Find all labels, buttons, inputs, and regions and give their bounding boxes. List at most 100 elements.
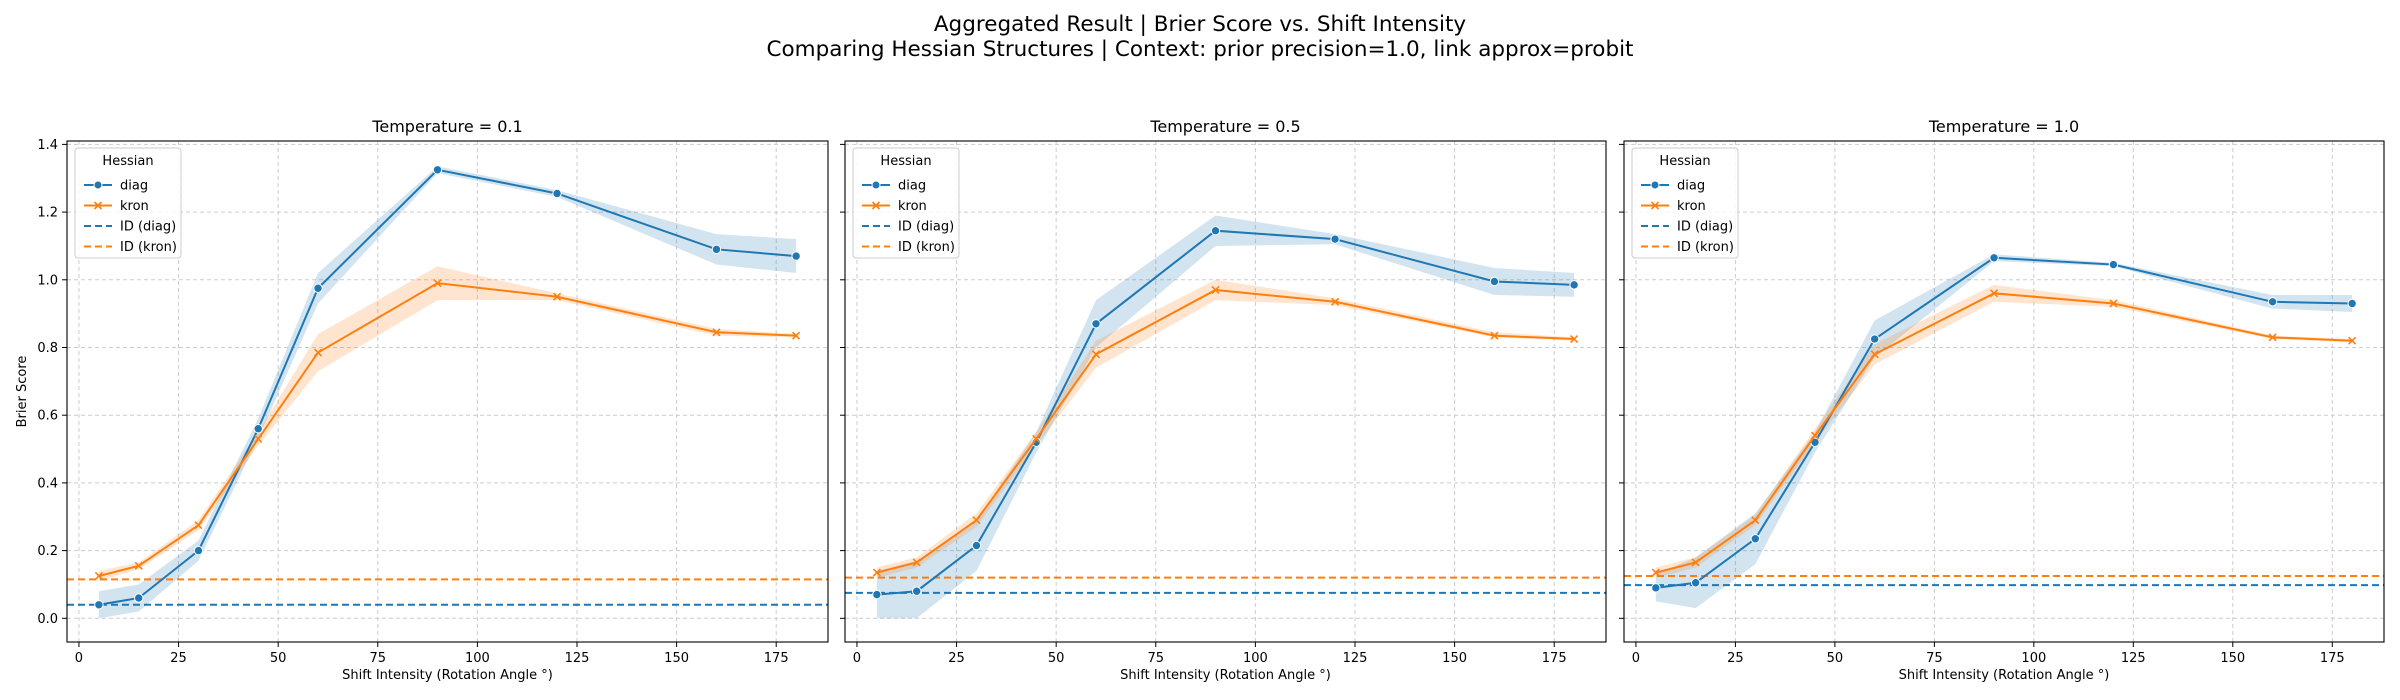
data-point-diag	[1651, 583, 1661, 593]
x-tick-label: 75	[1148, 651, 1165, 666]
data-point-kron	[1570, 334, 1579, 344]
x-axis-label: Shift Intensity (Rotation Angle °)	[1120, 668, 1331, 683]
panel-title: Temperature = 0.5	[1149, 117, 1300, 136]
data-point-diag	[253, 424, 263, 434]
chart-panel-2: 0 25 50 75 100 125 150 175 Temperature = 0.5 Shif…	[840, 117, 1607, 683]
y-tick-label: 1.4	[37, 138, 58, 153]
data-point-kron	[94, 571, 103, 581]
data-point-diag	[872, 589, 882, 600]
axes-frame	[844, 140, 1607, 643]
x-tick-label: 25	[170, 651, 187, 666]
data-point-kron	[194, 521, 203, 530]
y-tick-label: 1.0	[37, 273, 58, 288]
data-point-kron	[1989, 289, 1999, 298]
data-point-kron	[1490, 331, 1499, 340]
x-tick-label: 0	[853, 651, 861, 666]
data-point-diag	[134, 593, 144, 603]
x-tick-label: 0	[1632, 651, 1640, 666]
legend: Hessian diag kron ID (diag) ID (kron)	[1631, 147, 1739, 259]
data-point-diag	[1489, 276, 1500, 287]
data-point-kron	[254, 434, 263, 443]
legend-title: Hessian	[102, 154, 153, 169]
x-tick-label: 125	[2121, 651, 2146, 666]
panel-title: Temperature = 0.1	[371, 117, 522, 136]
data-point-kron	[2348, 336, 2357, 345]
x-tick-label: 50	[1048, 651, 1065, 666]
x-tick-label: 50	[1827, 651, 1844, 666]
x-tick-label: 125	[565, 651, 590, 666]
legend-label: kron	[898, 199, 927, 214]
legend-marker	[93, 180, 103, 190]
data-point-kron	[134, 561, 143, 570]
data-point-kron	[1870, 350, 1879, 359]
data-point-diag	[193, 545, 204, 556]
legend-label: kron	[1677, 199, 1706, 214]
chart-panel-1: 0 25 50 75 100 125 150 175 0.0 0.2 0.4 0.6 0.8 1.0 1.2…	[15, 117, 829, 683]
x-tick-label: 50	[270, 651, 287, 666]
legend-marker	[871, 201, 881, 210]
data-point-diag	[2347, 298, 2357, 309]
data-point-kron	[972, 516, 981, 525]
y-tick-label: 0.0	[37, 612, 58, 627]
x-tick-label: 100	[2021, 651, 2046, 666]
data-point-kron	[872, 568, 881, 577]
legend-entry: diag	[862, 179, 926, 194]
legend-box	[852, 147, 960, 259]
legend-entry: kron	[862, 199, 927, 214]
data-point-kron	[1651, 568, 1660, 577]
legend-box	[1631, 147, 1739, 259]
data-point-kron	[792, 331, 801, 340]
data-point-diag	[313, 283, 323, 293]
x-tick-label: 150	[1442, 651, 1467, 666]
y-tick-label: 0.8	[37, 341, 58, 356]
data-point-kron	[1091, 350, 1101, 359]
legend-label: ID (diag)	[898, 220, 954, 235]
data-point-diag	[912, 586, 922, 596]
x-tick-label: 75	[1926, 651, 1943, 666]
legend-marker	[1650, 201, 1660, 210]
confidence-band-diag	[1655, 254, 2353, 609]
y-axis-label: Brier Score	[15, 356, 30, 428]
x-tick-label: 150	[664, 651, 689, 666]
data-point-diag	[711, 244, 722, 255]
data-point-diag	[1869, 334, 1880, 344]
legend-label: kron	[120, 199, 149, 214]
figure-title: Aggregated Result | Brier Score vs. Shif…	[0, 12, 2400, 62]
legend-label: diag	[120, 179, 148, 194]
x-tick-label: 75	[370, 651, 387, 666]
legend-label: ID (diag)	[120, 220, 176, 235]
legend-label: ID (diag)	[1677, 220, 1733, 235]
legend-label: diag	[898, 179, 926, 194]
legend-entry: ID (kron)	[1641, 240, 1734, 255]
data-point-kron	[912, 558, 921, 567]
chart-panel-3: 0 25 50 75 100 125 150 175 Temperature = 1.0 Shif…	[1619, 117, 2385, 683]
figure-title-line-1: Aggregated Result | Brier Score vs. Shif…	[933, 12, 1467, 37]
data-point-kron	[712, 328, 721, 337]
figure-title-line-2: Comparing Hessian Structures | Context: …	[766, 37, 1634, 62]
x-tick-label: 25	[1727, 651, 1744, 666]
legend-entry: kron	[84, 199, 149, 214]
legend-entry: ID (diag)	[1641, 220, 1733, 235]
y-tick-label: 0.2	[37, 544, 58, 559]
x-tick-label: 150	[2220, 651, 2245, 666]
legend-entry: diag	[1641, 179, 1705, 194]
legend-entry: diag	[84, 179, 148, 194]
legend-title: Hessian	[880, 154, 931, 169]
data-point-diag	[1989, 253, 1999, 263]
data-point-diag	[791, 251, 801, 261]
legend-label: ID (kron)	[898, 240, 955, 255]
x-tick-label: 175	[1542, 651, 1567, 666]
data-point-kron	[1331, 297, 1340, 306]
legend-title: Hessian	[1659, 154, 1710, 169]
data-point-diag	[94, 600, 104, 610]
legend-entry: ID (diag)	[84, 220, 176, 235]
legend-marker	[871, 180, 881, 190]
legend: Hessian diag kron ID (diag) ID (kron)	[852, 147, 960, 259]
data-point-kron	[2109, 299, 2118, 308]
x-tick-label: 25	[948, 651, 965, 666]
y-tick-label: 0.6	[37, 409, 58, 424]
legend-entry: ID (kron)	[84, 240, 177, 255]
data-point-diag	[1690, 578, 1701, 588]
confidence-band-kron	[98, 266, 797, 582]
